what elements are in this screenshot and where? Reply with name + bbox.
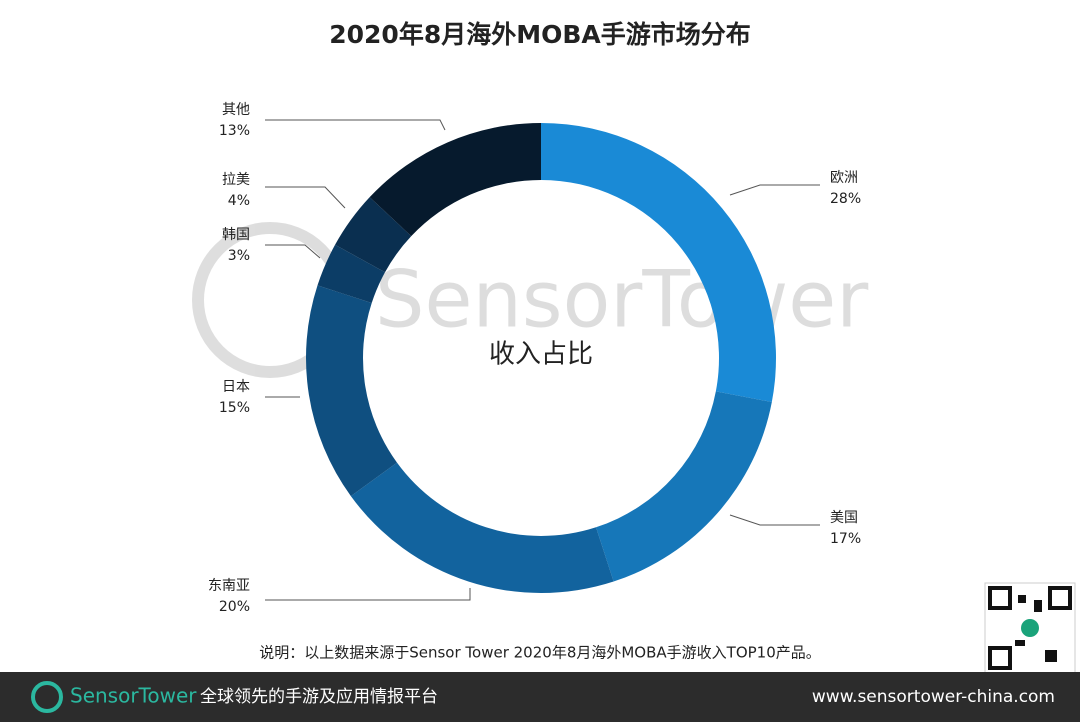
slice-value-label: 20% (219, 599, 250, 615)
center-label: 收入占比 (489, 340, 593, 370)
footer-tagline: 全球领先的手游及应用情报平台 (200, 687, 438, 707)
leader-line (265, 588, 471, 601)
chart-title: 2020年8月海外MOBA手游市场分布 (329, 20, 751, 49)
slice-name: 欧洲 (830, 170, 858, 186)
slice-name: 其他 (222, 102, 250, 118)
donut-slice (335, 197, 412, 273)
watermark-text: SensorTower (375, 255, 869, 345)
slice-name: 日本 (222, 379, 250, 395)
donut-slice (596, 391, 772, 582)
slice-name: 韩国 (222, 227, 250, 243)
footer-url: www.sensortower-china.com (812, 687, 1055, 707)
slice-value-label: 13% (219, 123, 250, 139)
slice-value-label: 15% (219, 400, 250, 416)
donut-slice (541, 123, 776, 403)
slice-name: 美国 (830, 510, 858, 526)
slice-value-label: 3% (228, 248, 250, 264)
donut-slice (369, 123, 541, 237)
qr-code (984, 582, 1076, 674)
slice-value-label: 4% (228, 193, 250, 209)
leader-line (265, 119, 446, 131)
leader-line (265, 244, 321, 259)
donut-slice (305, 285, 397, 497)
leader-line (729, 184, 820, 196)
donut (305, 123, 776, 593)
footer-brand: SensorTower (70, 684, 197, 708)
slice-name: 拉美 (222, 172, 250, 188)
slice-value-label: 28% (830, 191, 861, 207)
leader-line (265, 186, 346, 209)
slice-name: 东南亚 (208, 578, 250, 594)
footer-logo (31, 681, 63, 713)
donut-slice (317, 244, 386, 303)
leader-line (729, 514, 820, 526)
footer-bar (0, 672, 1080, 722)
watermark: SensorTower (192, 222, 869, 378)
note: 说明：以上数据来源于Sensor Tower 2020年8月海外MOBA手游收入… (259, 644, 821, 662)
donut-slice (350, 462, 614, 593)
slice-value-label: 17% (830, 531, 861, 547)
